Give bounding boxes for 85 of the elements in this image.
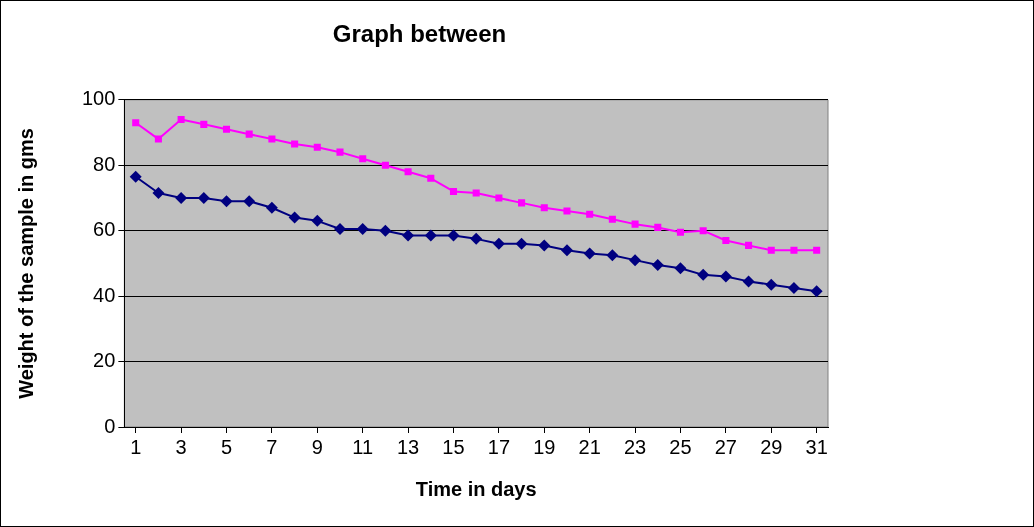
point [560, 244, 573, 257]
point [515, 237, 528, 250]
point [583, 247, 596, 260]
point [563, 207, 571, 215]
point [265, 201, 278, 214]
x-tick-label: 15 [442, 435, 465, 458]
point [200, 120, 208, 128]
point [495, 194, 503, 202]
x-tick-label: 1 [130, 435, 142, 458]
point [427, 174, 435, 182]
x-tick-label: 29 [760, 435, 783, 458]
point [586, 210, 594, 218]
point [154, 135, 162, 143]
point [288, 211, 301, 224]
point [518, 199, 526, 207]
point [245, 130, 253, 138]
chart-title: Graph between [332, 20, 507, 48]
point [359, 155, 367, 163]
x-tick-label: 9 [311, 435, 323, 458]
point [402, 229, 415, 242]
point [699, 227, 707, 235]
point [356, 223, 369, 236]
point [129, 170, 142, 183]
point [810, 285, 823, 298]
x-tick-label: 13 [396, 435, 420, 458]
x-tick-label: 21 [578, 435, 601, 458]
point [719, 270, 732, 283]
point [538, 239, 551, 252]
point [651, 259, 664, 272]
x-tick-label: 25 [669, 435, 692, 458]
point [132, 119, 140, 127]
x-tick-label: 19 [533, 435, 556, 458]
point [311, 214, 324, 227]
y-tick-label: 100 [81, 87, 116, 110]
point [492, 237, 505, 250]
y-axis-title: Weight of the sample in gms [14, 128, 37, 399]
point [449, 187, 458, 195]
x-tick-label: 27 [714, 435, 737, 458]
y-tick-label: 20 [93, 349, 116, 372]
point [674, 262, 687, 275]
point [722, 236, 730, 245]
point [447, 229, 460, 242]
point [606, 249, 619, 262]
point [540, 204, 548, 212]
point [404, 168, 412, 176]
y-tick-label: 40 [93, 283, 116, 306]
point [654, 223, 662, 231]
point [379, 224, 392, 237]
x-tick-label: 31 [805, 435, 828, 458]
x-tick-label: 7 [266, 435, 278, 458]
point [745, 241, 753, 249]
point [381, 161, 389, 169]
point [222, 125, 231, 133]
point [472, 189, 480, 197]
point [676, 228, 684, 236]
point [220, 195, 233, 208]
point [697, 268, 710, 281]
point [470, 232, 483, 245]
point [268, 135, 276, 143]
point [152, 187, 165, 200]
point [177, 115, 185, 123]
y-tick-label: 80 [93, 152, 116, 175]
point [424, 229, 437, 242]
x-axis-title: Time in days [415, 477, 537, 500]
point [313, 143, 321, 151]
y-tick-label: 0 [104, 414, 116, 437]
x-tick-label: 17 [487, 435, 511, 458]
point [243, 195, 256, 208]
point [291, 140, 299, 148]
point [608, 215, 616, 223]
point [765, 278, 778, 291]
x-tick-label: 11 [352, 435, 374, 458]
point [334, 223, 346, 236]
x-tick-label: 23 [623, 435, 647, 458]
y-tick-label: 60 [93, 218, 116, 241]
point [742, 275, 755, 288]
point [336, 148, 344, 156]
x-tick-label: 3 [175, 435, 187, 458]
x-tick-label: 5 [220, 435, 233, 458]
point [787, 281, 800, 294]
point [813, 246, 821, 254]
point [767, 246, 775, 254]
point [629, 254, 642, 267]
point [631, 220, 639, 228]
point [790, 246, 798, 254]
